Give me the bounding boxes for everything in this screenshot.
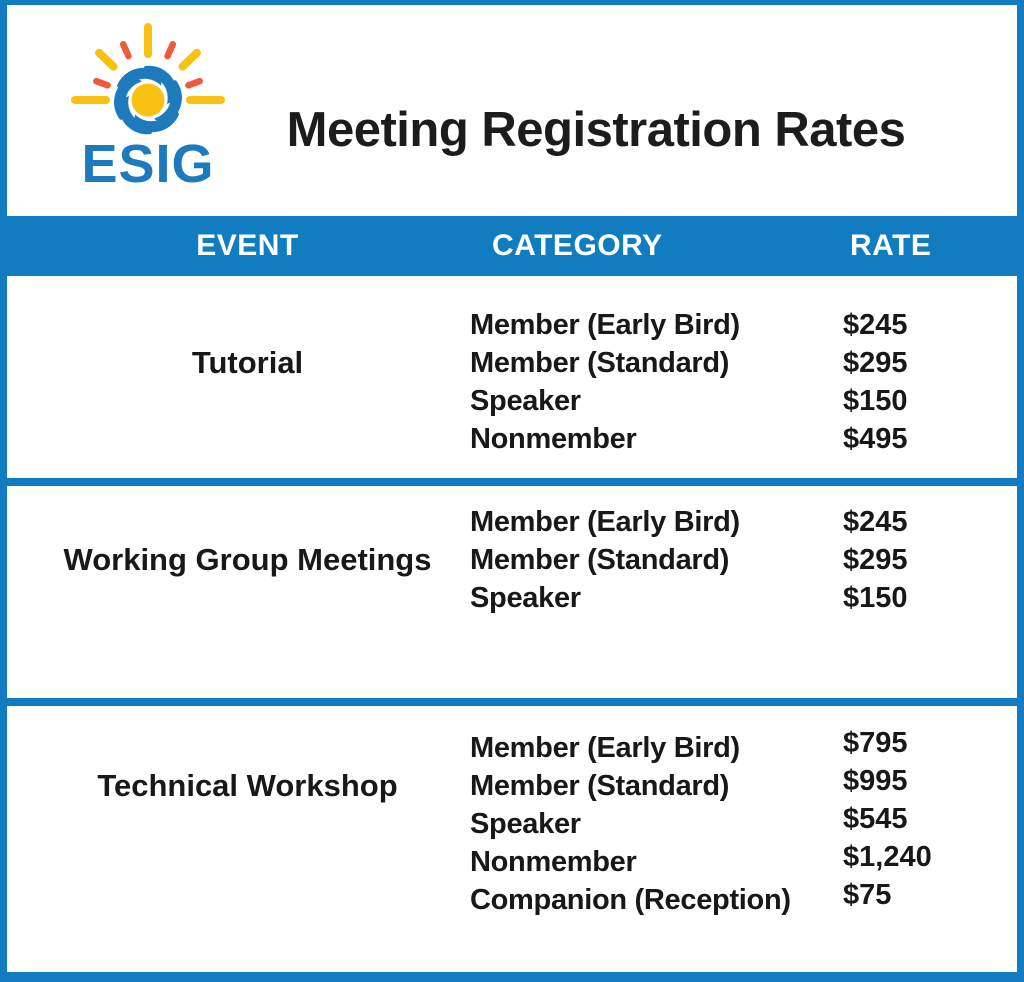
table-header-row: EVENT CATEGORY RATE <box>7 216 1017 276</box>
section-divider <box>7 478 1017 486</box>
esig-sun-swirl-icon <box>71 23 225 138</box>
rate-table-section-tutorial: Tutorial Member (Early Bird) Member (Sta… <box>7 276 1017 478</box>
rate-table-section-technical-workshop: Technical Workshop Member (Early Bird) M… <box>7 706 1017 972</box>
rate-cell: $795 $995 $545 $1,240 $75 <box>843 701 1017 967</box>
column-header-category: CATEGORY <box>492 229 663 262</box>
category-cell: Member (Early Bird) Member (Standard) Sp… <box>470 276 843 478</box>
rate-value: $545 <box>843 803 908 835</box>
rate-value: $795 <box>843 727 908 759</box>
category-value: Member (Standard) <box>470 770 730 802</box>
category-value: Companion (Reception) <box>470 884 791 916</box>
rate-value: $495 <box>843 423 908 455</box>
rate-value: $295 <box>843 544 908 576</box>
category-value: Speaker <box>470 808 581 840</box>
category-value: Member (Early Bird) <box>470 732 740 764</box>
category-cell: Member (Early Bird) Member (Standard) Sp… <box>470 486 843 698</box>
column-header-rate: RATE <box>850 229 932 262</box>
event-name: Technical Workshop <box>97 768 398 803</box>
event-name: Tutorial <box>191 345 304 380</box>
category-value: Member (Early Bird) <box>470 506 740 538</box>
rate-value: $150 <box>843 385 908 417</box>
rate-cell: $245 $295 $150 <box>843 486 1017 698</box>
event-cell: Technical Workshop <box>16 706 479 972</box>
rate-value: $995 <box>843 765 908 797</box>
section-divider <box>7 698 1017 706</box>
rate-value: $75 <box>843 879 892 911</box>
category-value: Member (Early Bird) <box>470 309 740 341</box>
rate-cell: $245 $295 $150 $495 <box>843 276 1017 478</box>
event-cell: Tutorial <box>16 276 479 478</box>
category-cell: Member (Early Bird) Member (Standard) Sp… <box>470 706 843 972</box>
category-value: Member (Standard) <box>470 544 730 576</box>
column-header-event: EVENT <box>196 229 299 262</box>
category-value: Nonmember <box>470 423 637 455</box>
esig-wordmark: ESIG <box>81 134 215 194</box>
rate-table-section-working-group-meetings: Working Group Meetings Member (Early Bir… <box>7 486 1017 698</box>
esig-logo: ESIG <box>68 22 228 192</box>
event-name: Working Group Meetings <box>63 542 432 577</box>
event-cell: Working Group Meetings <box>16 486 479 698</box>
rate-value: $245 <box>843 309 908 341</box>
category-value: Speaker <box>470 385 581 417</box>
page-title: Meeting Registration Rates <box>286 103 906 157</box>
category-value: Speaker <box>470 582 581 614</box>
masthead: ESIG Meeting Registration Rates <box>7 5 1017 216</box>
rate-value: $295 <box>843 347 908 379</box>
category-value: Nonmember <box>470 846 637 878</box>
category-value: Member (Standard) <box>470 347 730 379</box>
rate-value: $245 <box>843 506 908 538</box>
rate-value: $1,240 <box>843 841 932 873</box>
rate-value: $150 <box>843 582 908 614</box>
